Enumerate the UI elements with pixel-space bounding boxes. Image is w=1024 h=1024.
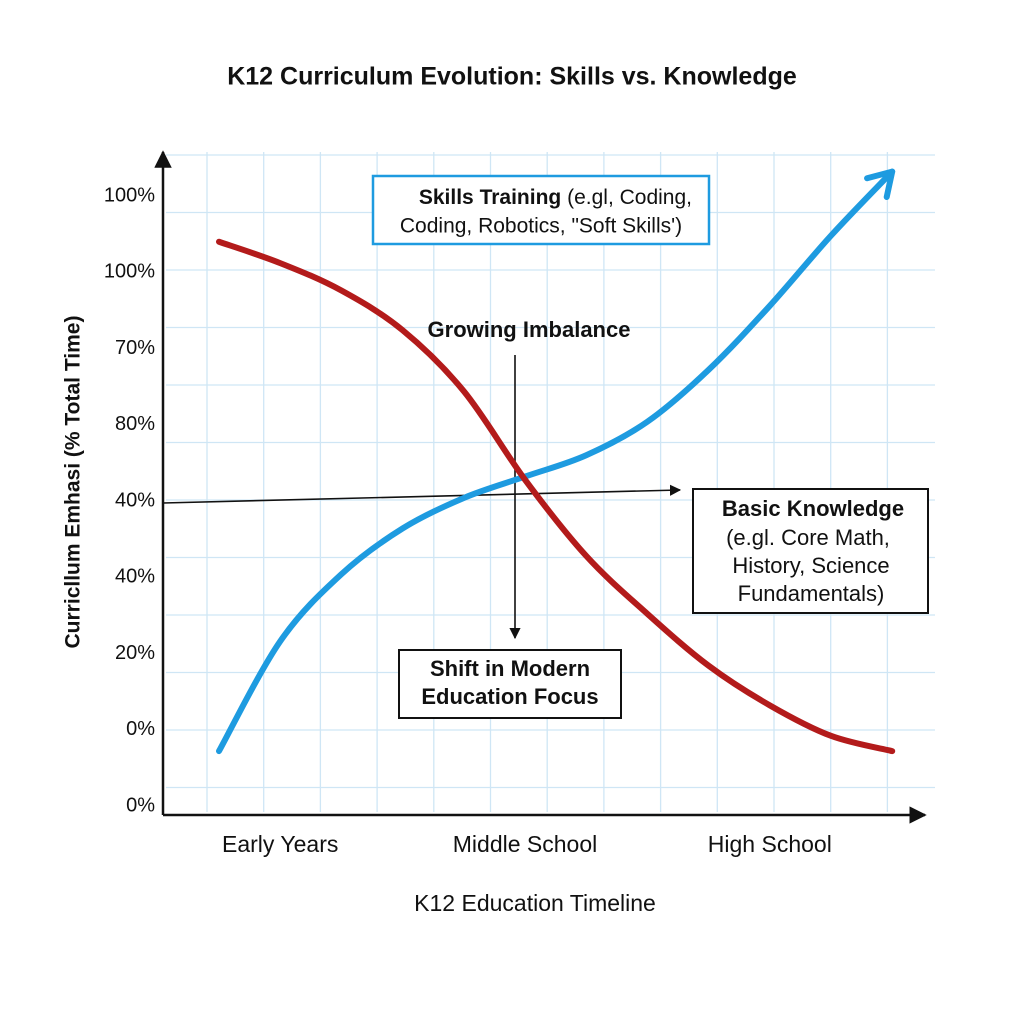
imbalance-label: Growing Imbalance <box>428 317 631 342</box>
y-tick-label: 20% <box>115 642 155 664</box>
skills-box <box>371 174 711 246</box>
y-tick-label: 80% <box>115 413 155 435</box>
y-tick-label: 70% <box>115 337 155 359</box>
x-tick-label: High School <box>708 831 832 857</box>
shift-box <box>398 649 622 719</box>
knowledge-box <box>692 488 929 614</box>
skills-box-text: (e.gl, Coding, <box>567 186 692 209</box>
horizontal-arrow <box>162 484 682 504</box>
skills-box-line: Skills Training (e.gl, Coding, <box>419 186 692 209</box>
series-line <box>216 168 896 755</box>
chart-title: K12 Curriculum Evolution: Skills vs. Kno… <box>227 63 797 91</box>
y-tick-label: 0% <box>126 718 155 740</box>
knowledge-box-text: (e.gl. Core Math, <box>726 525 890 550</box>
y-axis-label: Curricllum Emhasi (% Total Time) <box>62 316 85 649</box>
series-line <box>216 238 896 755</box>
shift-box-text: Shift in Modern <box>430 656 590 681</box>
y-tick-label: 40% <box>115 566 155 588</box>
x-axis-label: K12 Education Timeline <box>414 890 656 916</box>
knowledge-box-title: Basic Knowledge <box>722 496 904 521</box>
y-tick-label: 100% <box>104 184 155 206</box>
arrow-head <box>864 168 896 201</box>
x-tick-label: Early Years <box>222 831 338 857</box>
knowledge-box-text: Fundamentals) <box>738 581 885 606</box>
plot <box>216 168 896 755</box>
x-tick-label: Middle School <box>453 831 597 857</box>
shift-box-text: Education Focus <box>421 684 598 709</box>
y-tick-label: 100% <box>104 261 155 283</box>
knowledge-box-text: History, Science <box>732 553 889 578</box>
skills-box-title: Skills Training <box>419 186 561 209</box>
y-tick-label: 40% <box>115 489 155 511</box>
y-tick-label: 0% <box>126 794 155 816</box>
skills-box-text: Coding, Robotics, "Soft Skills') <box>400 215 682 238</box>
